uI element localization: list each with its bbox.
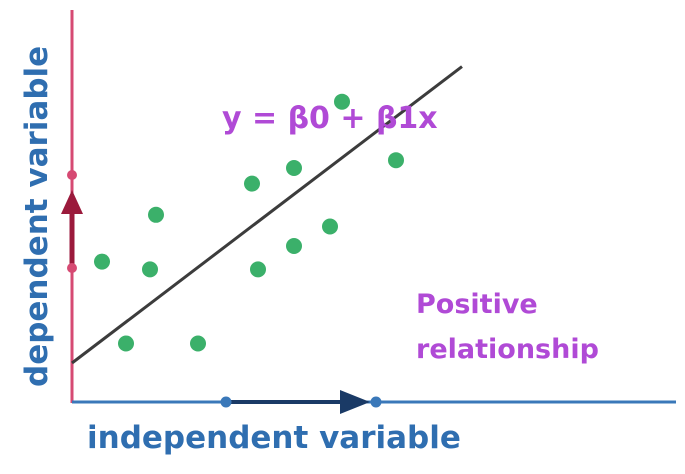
x-axis-marker: [370, 396, 382, 408]
relationship-annotation-line2: relationship: [416, 334, 599, 365]
data-point: [286, 238, 302, 254]
y-arrow-head-icon: [61, 190, 83, 214]
relationship-annotation-line1: Positive: [416, 289, 538, 320]
data-point: [322, 218, 338, 235]
data-point: [142, 261, 158, 278]
data-point: [334, 93, 350, 110]
y-axis-marker: [67, 263, 77, 273]
y-axis-marker: [67, 170, 77, 180]
x-arrow-head-icon: [340, 390, 370, 414]
x-axis-label: independent variable: [87, 420, 461, 456]
data-point: [94, 253, 110, 270]
data-point: [190, 335, 206, 352]
data-point: [118, 335, 134, 352]
data-point: [286, 160, 302, 176]
data-point: [250, 261, 266, 278]
x-axis-marker: [220, 396, 232, 408]
y-axis-label: dependent variable: [19, 46, 55, 387]
data-point: [388, 152, 404, 169]
data-point: [244, 175, 260, 192]
equation-annotation: y = β0 + β1x: [222, 101, 438, 136]
data-point: [148, 206, 164, 223]
regression-line: [71, 65, 463, 365]
data-points: [94, 93, 404, 352]
